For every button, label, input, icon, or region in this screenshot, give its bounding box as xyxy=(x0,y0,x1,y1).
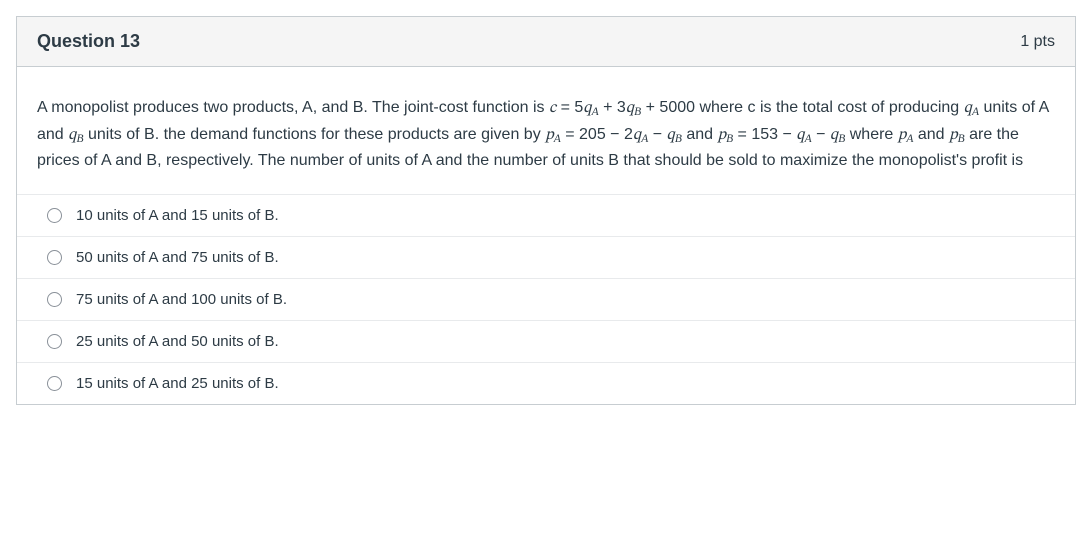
stem-text: A monopolist produces two products, A, a… xyxy=(37,99,549,116)
math-num: 3 xyxy=(617,99,626,116)
answer-option[interactable]: 15 units of A and 25 units of B. xyxy=(17,362,1075,404)
stem-text: where xyxy=(850,126,898,143)
radio-icon[interactable] xyxy=(47,292,62,307)
question-stem: A monopolist produces two products, A, a… xyxy=(17,67,1075,194)
answer-option[interactable]: 75 units of A and 100 units of B. xyxy=(17,278,1075,320)
math-var: p xyxy=(545,127,554,143)
answer-label: 15 units of A and 25 units of B. xyxy=(76,375,279,392)
stem-text: and xyxy=(686,126,717,143)
math-var: q xyxy=(633,127,641,143)
radio-icon[interactable] xyxy=(47,334,62,349)
question-card: Question 13 1 pts A monopolist produces … xyxy=(16,16,1076,405)
answer-label: 75 units of A and 100 units of B. xyxy=(76,291,287,308)
math-sub: A xyxy=(906,133,913,145)
math-var: q xyxy=(666,127,674,143)
math-op: − xyxy=(648,126,666,143)
answer-option[interactable]: 10 units of A and 15 units of B. xyxy=(17,194,1075,236)
math-op: + xyxy=(599,99,617,116)
answer-label: 50 units of A and 75 units of B. xyxy=(76,249,279,266)
stem-text: units of B. the demand functions for the… xyxy=(88,126,545,143)
math-var: q xyxy=(830,127,838,143)
answer-list: 10 units of A and 15 units of B. 50 unit… xyxy=(17,194,1075,404)
math-op: − xyxy=(778,126,796,143)
math-num: 153 xyxy=(751,126,778,143)
math-op: − xyxy=(606,126,624,143)
math-num: 2 xyxy=(624,126,633,143)
math-num: 205 xyxy=(579,126,606,143)
answer-label: 10 units of A and 15 units of B. xyxy=(76,207,279,224)
math-var: p xyxy=(949,127,958,143)
math-sub: B xyxy=(958,133,965,145)
math-sub: A xyxy=(554,133,561,145)
math-sub: A xyxy=(805,133,812,145)
answer-option[interactable]: 50 units of A and 75 units of B. xyxy=(17,236,1075,278)
math-op: + xyxy=(641,99,659,116)
math-var: q xyxy=(964,100,972,116)
question-title: Question 13 xyxy=(37,31,140,52)
math-num: 5 xyxy=(574,99,583,116)
stem-text: and xyxy=(918,126,949,143)
math-sub: A xyxy=(972,106,979,118)
math-sub: B xyxy=(838,133,845,145)
math-num: 5000 xyxy=(659,99,695,116)
math-op: = xyxy=(733,126,751,143)
math-var: q xyxy=(626,100,634,116)
math-sub: A xyxy=(592,106,599,118)
radio-icon[interactable] xyxy=(47,376,62,391)
math-var: p xyxy=(717,127,726,143)
radio-icon[interactable] xyxy=(47,208,62,223)
math-var: q xyxy=(796,127,804,143)
math-op: = xyxy=(561,126,579,143)
math-op: − xyxy=(812,126,830,143)
math-sub: B xyxy=(675,133,682,145)
math-op: = xyxy=(556,99,574,116)
answer-option[interactable]: 25 units of A and 50 units of B. xyxy=(17,320,1075,362)
math-sub: B xyxy=(76,133,83,145)
question-header: Question 13 1 pts xyxy=(17,17,1075,67)
stem-text: where c is the total cost of producing xyxy=(699,99,963,116)
answer-label: 25 units of A and 50 units of B. xyxy=(76,333,279,350)
radio-icon[interactable] xyxy=(47,250,62,265)
question-points: 1 pts xyxy=(1020,33,1055,51)
math-var: q xyxy=(583,100,591,116)
